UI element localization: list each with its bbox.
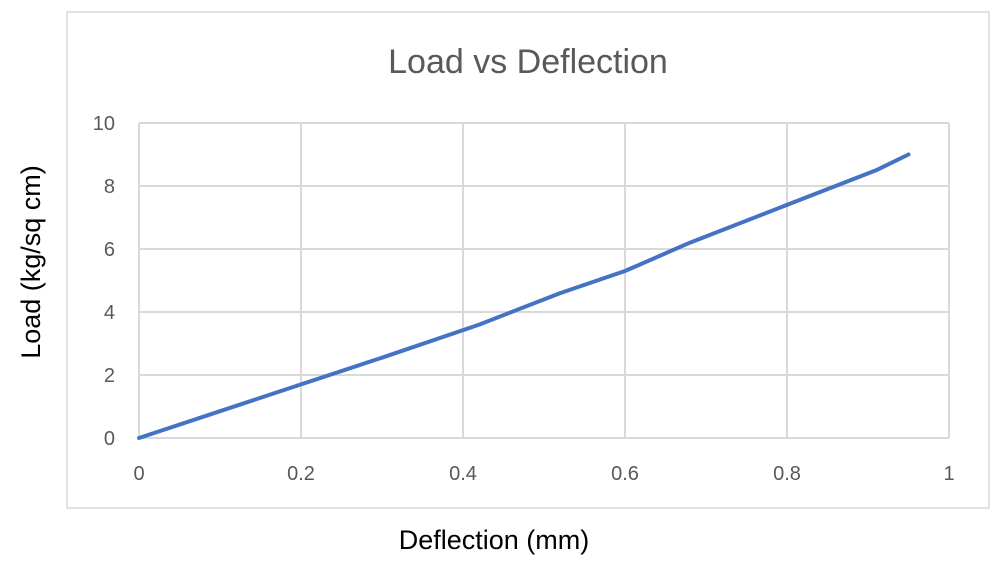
chart-title: Load vs Deflection <box>388 43 668 81</box>
chart-area-border <box>66 11 990 509</box>
y-tick-label: 6 <box>104 239 115 261</box>
y-axis-label: Load (kg/sq cm) <box>16 165 46 359</box>
x-tick-labels: 0 0.2 0.4 0.6 0.8 1 <box>133 463 954 485</box>
gridlines <box>138 122 950 439</box>
series-line <box>137 152 911 440</box>
y-tick-labels: 0 2 4 6 8 10 <box>93 113 115 450</box>
x-tick-label: 0.6 <box>611 463 639 485</box>
x-axis-label: Deflection (mm) <box>399 525 590 555</box>
y-tick-label: 4 <box>104 302 115 324</box>
series-group <box>137 152 911 440</box>
x-tick-label: 0.8 <box>773 463 801 485</box>
y-tick-label: 8 <box>104 176 115 198</box>
x-tick-label: 0.2 <box>287 463 315 485</box>
y-tick-label: 0 <box>104 428 115 450</box>
x-tick-label: 1 <box>943 463 954 485</box>
x-tick-label: 0 <box>133 463 144 485</box>
y-tick-label: 10 <box>93 113 115 135</box>
y-tick-label: 2 <box>104 365 115 387</box>
x-tick-label: 0.4 <box>449 463 477 485</box>
